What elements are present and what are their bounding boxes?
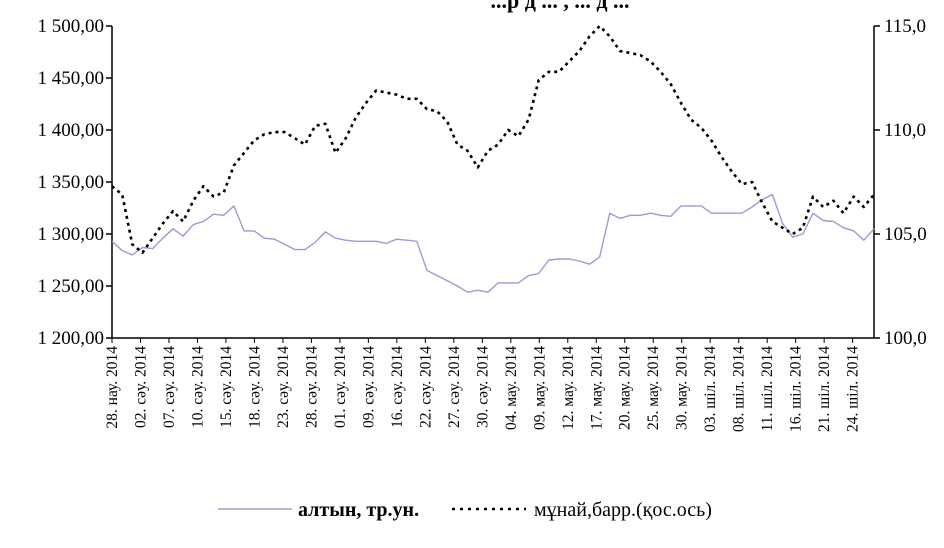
x-tick-label: 10. сәу. 2014 xyxy=(189,346,206,428)
x-tick-label: 02. сәу. 2014 xyxy=(132,346,149,428)
y-axis-right-ticks: 100,0 105,0 110,0 115,0 xyxy=(874,16,927,349)
y-left-tick-label: 1 300,00 xyxy=(38,224,105,245)
y-axis-left-ticks: 1 200,00 1 250,00 1 300,00 1 350,00 1 400,00… xyxy=(38,16,112,349)
y-left-tick-label: 1 250,00 xyxy=(38,276,105,297)
x-tick-label: 04. мау. 2014 xyxy=(503,346,520,430)
x-tick-label: 23. сәу. 2014 xyxy=(275,346,292,428)
x-tick-label: 24. шіл. 2014 xyxy=(845,346,862,432)
x-tick-label: 16. шіл. 2014 xyxy=(788,346,805,432)
x-tick-label: 18. сәу. 2014 xyxy=(246,346,263,428)
x-tick-label: 16. сәу. 2014 xyxy=(389,346,406,428)
y-left-tick-label: 1 400,00 xyxy=(38,120,105,141)
x-tick-label: 15. сәу. 2014 xyxy=(218,346,235,428)
x-tick-label: 20. мау. 2014 xyxy=(617,346,634,430)
x-tick-label: 28. сәу. 2014 xyxy=(303,346,320,428)
x-tick-label: 22. сәу. 2014 xyxy=(417,346,434,428)
x-tick-label: 09. сәу. 2014 xyxy=(360,346,377,428)
oil-price-line xyxy=(111,24,876,254)
x-tick-label: 27. сәу. 2014 xyxy=(446,346,463,428)
x-tick-label: 08. шіл. 2014 xyxy=(731,346,748,432)
y-left-tick-label: 1 200,00 xyxy=(38,328,105,349)
chart-title: ...р д ... , ... д ... xyxy=(491,0,630,13)
x-tick-label: 11. шіл. 2014 xyxy=(759,346,776,432)
x-tick-label: 25. мау. 2014 xyxy=(645,346,662,430)
x-axis-ticks: 28. нау. 2014 02. сәу. 2014 07. сәу. 2014 1… xyxy=(104,338,862,432)
x-tick-label: 21. шіл. 2014 xyxy=(816,346,833,432)
y-right-tick-label: 115,0 xyxy=(884,16,926,37)
x-tick-label: 28. нау. 2014 xyxy=(104,346,121,429)
x-tick-label: 30. мау. 2014 xyxy=(674,346,691,430)
x-tick-label: 09. мау. 2014 xyxy=(531,346,548,430)
gold-price-line xyxy=(111,193,875,293)
x-tick-label: 03. шіл. 2014 xyxy=(702,346,719,432)
y-right-tick-label: 100,0 xyxy=(884,328,927,349)
y-left-tick-label: 1 350,00 xyxy=(38,172,105,193)
legend-label-oil: мұнай,барр.(қос.ось) xyxy=(534,499,712,521)
y-left-tick-label: 1 450,00 xyxy=(38,68,105,89)
y-right-tick-label: 105,0 xyxy=(884,224,927,245)
y-left-tick-label: 1 500,00 xyxy=(38,16,105,37)
legend-label-gold: алтын, тр.ун. xyxy=(298,499,419,521)
x-tick-label: 12. мау. 2014 xyxy=(560,346,577,430)
legend: алтын, тр.ун. мұнай,барр.(қос.ось) xyxy=(218,499,712,521)
y-right-tick-label: 110,0 xyxy=(884,120,926,141)
x-tick-label: 01. сәу. 2014 xyxy=(332,346,349,428)
x-tick-label: 30. сәу. 2014 xyxy=(474,346,491,428)
series-layer xyxy=(111,24,876,293)
x-tick-label: 07. сәу. 2014 xyxy=(161,346,178,428)
x-tick-label: 17. мау. 2014 xyxy=(588,346,605,430)
